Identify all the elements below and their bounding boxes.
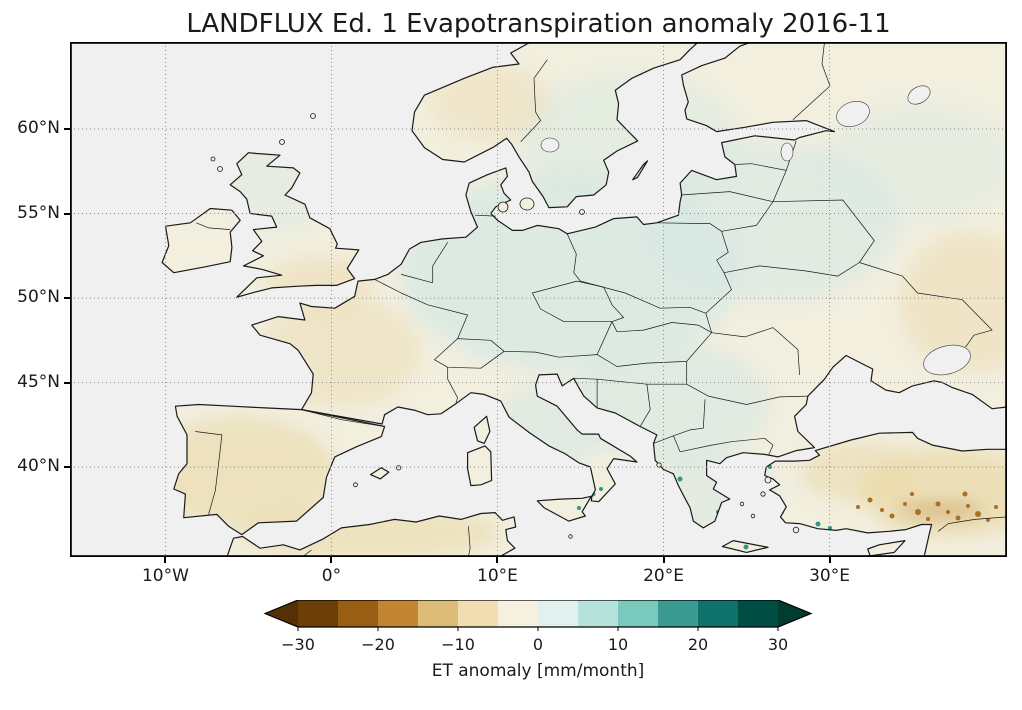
colorbar-segment [578,600,619,627]
colorbar-segment [658,600,699,627]
colorbar-tick-label: 30 [768,635,788,654]
x-tick-mark [496,557,499,563]
colorbar-tick-label: −10 [441,635,475,654]
colorbar-under-arrow [265,600,298,627]
y-tick-mark [64,381,70,384]
europe-map [70,42,1007,557]
map-axes [70,42,1007,557]
y-tick-label: 50°N [17,287,60,308]
colorbar-segment [538,600,579,627]
colorbar: −30 −20 −10 0 10 20 30 ET anomaly [mm/month] [258,599,818,686]
colorbar-segment [618,600,659,627]
x-tick-label: 10°W [141,566,189,586]
y-tick-mark [64,128,70,131]
colorbar-segment [418,600,459,627]
y-tick-label: 60°N [17,118,60,139]
country-borders [195,42,1007,557]
colorbar-tick-label: −30 [281,635,315,654]
x-tick-mark [828,557,831,563]
colorbar-segment [378,600,419,627]
y-tick-label: 40°N [17,456,60,477]
colorbar-tick-label: 20 [688,635,708,654]
x-tick-label: 0° [321,566,342,586]
colorbar-segment [498,600,539,627]
colorbar-tick-label: −20 [361,635,395,654]
colorbar-segment [298,600,339,627]
axes-frame [70,42,1007,557]
colorbar-tick-label: 10 [608,635,628,654]
colorbar-label: ET anomaly [mm/month] [432,661,645,681]
colorbar-svg: −30 −20 −10 0 10 20 30 ET anomaly [mm/month] [263,599,813,681]
graticule-gridlines [70,42,1007,557]
colorbar-tick-label: 0 [533,635,543,654]
x-tick-mark [330,557,333,563]
colorbar-segment [458,600,499,627]
colorbar-segment [738,600,779,627]
x-tick-label: 10°E [477,566,518,586]
x-tick-label: 20°E [643,566,684,586]
lakes [540,85,971,376]
x-tick-label: 30°E [809,566,850,586]
colorbar-segment [338,600,379,627]
y-tick-mark [64,212,70,215]
x-tick-mark [662,557,665,563]
y-tick-mark [64,466,70,469]
y-tick-mark [64,297,70,300]
x-tick-mark [164,557,167,563]
colorbar-over-arrow [778,600,811,627]
colorbar-segment [698,600,739,627]
y-tick-label: 55°N [17,202,60,223]
y-tick-label: 45°N [17,371,60,392]
figure-title: LANDFLUX Ed. 1 Evapotranspiration anomal… [186,9,891,39]
